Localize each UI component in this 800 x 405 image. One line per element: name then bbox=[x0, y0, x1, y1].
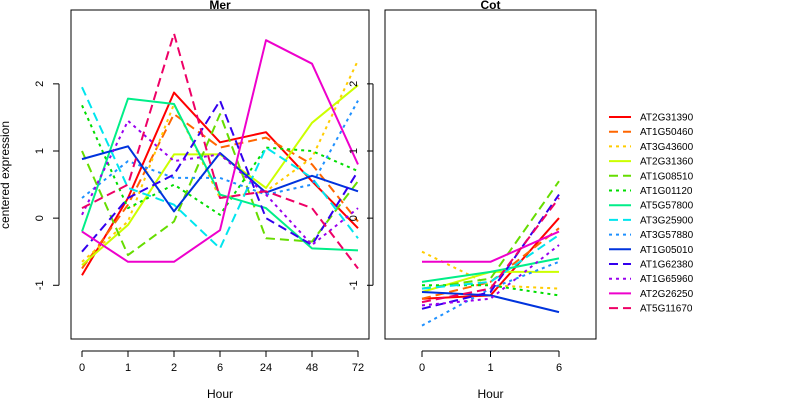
x-tick-label: 6 bbox=[556, 362, 562, 374]
x-tick-label: 24 bbox=[260, 362, 272, 374]
series-line-at1g08510 bbox=[81, 113, 359, 257]
y-tick-label: -1 bbox=[348, 280, 360, 290]
y-tick-label: -1 bbox=[34, 280, 46, 290]
series-line-at3g43600 bbox=[421, 250, 560, 290]
series-line-at2g26250 bbox=[422, 230, 560, 263]
series-line-at2g26250 bbox=[81, 39, 359, 263]
series-line-at3g25900 bbox=[421, 234, 560, 290]
y-tick-label: 2 bbox=[348, 81, 360, 87]
y-tick-label: 0 bbox=[348, 215, 360, 221]
series-line-at5g57800 bbox=[81, 97, 359, 252]
series-line-at5g11670 bbox=[421, 197, 560, 304]
plot-frame bbox=[384, 9, 597, 340]
x-tick-label: 48 bbox=[306, 362, 318, 374]
legend-label: AT5G11670 bbox=[640, 304, 693, 315]
legend-label: AT1G65960 bbox=[640, 274, 694, 285]
x-tick-label: 6 bbox=[217, 362, 223, 374]
legend-label: AT3G57880 bbox=[640, 230, 694, 241]
series-line-at1g50460 bbox=[81, 113, 359, 270]
x-tick-label: 72 bbox=[352, 362, 364, 374]
series-line-at1g05010 bbox=[421, 291, 560, 314]
legend-label: AT3G25900 bbox=[640, 215, 694, 226]
plot-frame bbox=[70, 9, 370, 340]
x-tick-label: 2 bbox=[171, 362, 177, 374]
series-line-at1g01120 bbox=[81, 104, 359, 216]
series-line-at1g62380 bbox=[421, 194, 560, 310]
panel-title: Mer bbox=[209, 0, 231, 12]
y-tick-label: 1 bbox=[348, 148, 360, 154]
x-tick-label: 0 bbox=[419, 362, 425, 374]
x-tick-label: 0 bbox=[79, 362, 85, 374]
y-tick-label: 1 bbox=[34, 148, 46, 154]
legend-label: AT3G43600 bbox=[640, 142, 694, 153]
series-line-at1g08510 bbox=[421, 180, 560, 290]
legend-label: AT1G62380 bbox=[640, 260, 694, 271]
series-line-at1g65960 bbox=[421, 244, 560, 307]
legend-label: AT5G57800 bbox=[640, 201, 694, 212]
series-line-at1g01120 bbox=[422, 284, 560, 297]
series-line-at3g57880 bbox=[81, 100, 359, 199]
series-line-at1g50460 bbox=[421, 227, 560, 300]
legend-label: AT1G50460 bbox=[640, 127, 694, 138]
legend-label: AT2G26250 bbox=[640, 289, 694, 300]
series-line-at1g05010 bbox=[81, 145, 359, 213]
series-line-at3g43600 bbox=[81, 59, 359, 263]
x-axis-title: Hour bbox=[477, 387, 503, 400]
legend-label: AT1G01120 bbox=[640, 186, 693, 197]
legend-label: AT2G31360 bbox=[640, 157, 694, 168]
x-tick-label: 1 bbox=[487, 362, 493, 374]
x-tick-label: 1 bbox=[125, 362, 131, 374]
legend-label: AT1G05010 bbox=[640, 245, 694, 256]
legend-label: AT2G31390 bbox=[640, 113, 694, 124]
series-line-at5g11670 bbox=[81, 32, 359, 270]
y-axis-title: centered expression bbox=[0, 121, 12, 229]
legend-label: AT1G08510 bbox=[640, 171, 694, 182]
series-line-at1g62380 bbox=[81, 99, 359, 253]
y-tick-label: 2 bbox=[34, 81, 46, 87]
series-line-at1g65960 bbox=[81, 119, 359, 246]
series-line-at3g57880 bbox=[421, 260, 560, 327]
y-tick-label: 0 bbox=[34, 215, 46, 221]
x-axis-title: Hour bbox=[207, 387, 233, 400]
panel-title: Cot bbox=[481, 0, 501, 12]
